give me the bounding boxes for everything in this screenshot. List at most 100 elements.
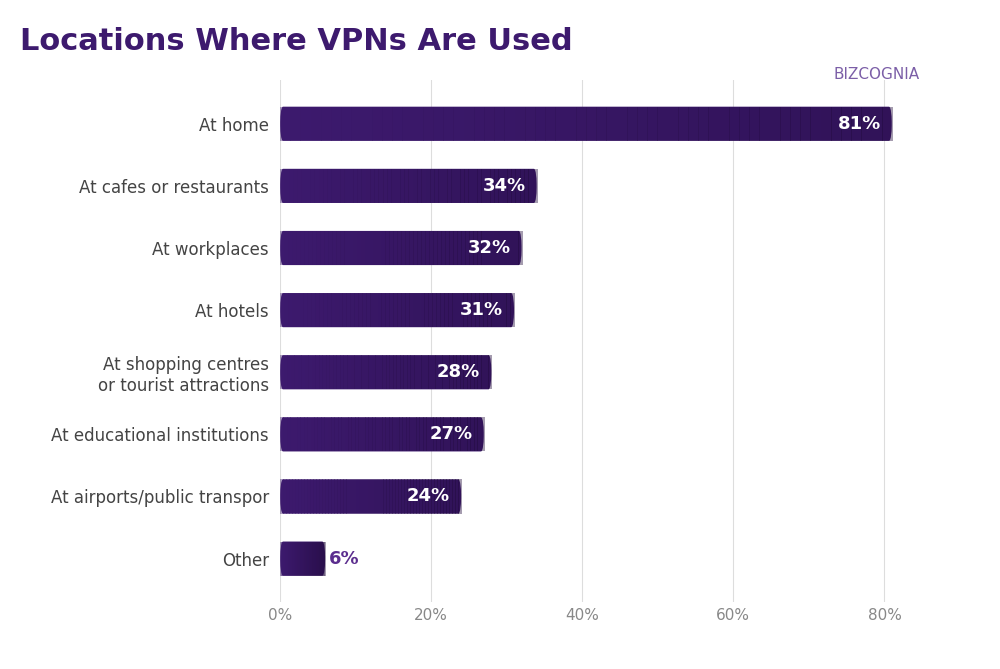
FancyBboxPatch shape xyxy=(293,169,298,203)
FancyBboxPatch shape xyxy=(281,541,282,576)
FancyBboxPatch shape xyxy=(370,169,375,203)
FancyBboxPatch shape xyxy=(810,106,821,141)
FancyBboxPatch shape xyxy=(318,541,319,576)
FancyBboxPatch shape xyxy=(293,541,294,576)
FancyBboxPatch shape xyxy=(295,541,297,576)
FancyBboxPatch shape xyxy=(456,355,461,389)
FancyBboxPatch shape xyxy=(301,355,305,389)
FancyBboxPatch shape xyxy=(729,106,740,141)
FancyBboxPatch shape xyxy=(327,293,332,327)
Text: 32%: 32% xyxy=(467,239,510,257)
FancyBboxPatch shape xyxy=(424,293,429,327)
FancyBboxPatch shape xyxy=(698,106,709,141)
FancyBboxPatch shape xyxy=(474,417,478,452)
FancyBboxPatch shape xyxy=(423,106,434,141)
FancyBboxPatch shape xyxy=(657,106,668,141)
FancyBboxPatch shape xyxy=(324,541,325,576)
FancyBboxPatch shape xyxy=(486,169,491,203)
FancyBboxPatch shape xyxy=(340,169,345,203)
FancyBboxPatch shape xyxy=(374,293,378,327)
FancyBboxPatch shape xyxy=(443,480,447,514)
FancyBboxPatch shape xyxy=(469,231,474,265)
FancyBboxPatch shape xyxy=(426,169,431,203)
FancyBboxPatch shape xyxy=(413,106,424,141)
FancyBboxPatch shape xyxy=(372,417,376,452)
FancyBboxPatch shape xyxy=(294,355,298,389)
FancyBboxPatch shape xyxy=(331,106,342,141)
FancyBboxPatch shape xyxy=(485,355,489,389)
FancyBboxPatch shape xyxy=(280,541,325,576)
FancyBboxPatch shape xyxy=(325,480,329,514)
FancyBboxPatch shape xyxy=(841,106,852,141)
FancyBboxPatch shape xyxy=(288,231,293,265)
FancyBboxPatch shape xyxy=(413,293,417,327)
FancyBboxPatch shape xyxy=(296,541,297,576)
FancyBboxPatch shape xyxy=(351,417,356,452)
FancyBboxPatch shape xyxy=(307,293,312,327)
FancyBboxPatch shape xyxy=(312,355,316,389)
FancyBboxPatch shape xyxy=(280,480,284,514)
FancyBboxPatch shape xyxy=(307,480,311,514)
FancyBboxPatch shape xyxy=(315,541,316,576)
FancyBboxPatch shape xyxy=(419,417,424,452)
FancyBboxPatch shape xyxy=(355,417,359,452)
FancyBboxPatch shape xyxy=(409,417,413,452)
FancyBboxPatch shape xyxy=(296,231,301,265)
FancyBboxPatch shape xyxy=(369,231,373,265)
FancyBboxPatch shape xyxy=(314,169,319,203)
FancyBboxPatch shape xyxy=(345,417,349,452)
FancyBboxPatch shape xyxy=(437,480,441,514)
FancyBboxPatch shape xyxy=(280,169,537,203)
FancyBboxPatch shape xyxy=(407,480,411,514)
FancyBboxPatch shape xyxy=(316,480,320,514)
FancyBboxPatch shape xyxy=(317,541,319,576)
FancyBboxPatch shape xyxy=(340,355,344,389)
FancyBboxPatch shape xyxy=(443,106,454,141)
Text: 34%: 34% xyxy=(482,177,526,195)
FancyBboxPatch shape xyxy=(449,480,453,514)
FancyBboxPatch shape xyxy=(436,417,441,452)
FancyBboxPatch shape xyxy=(425,231,430,265)
FancyBboxPatch shape xyxy=(297,417,301,452)
FancyBboxPatch shape xyxy=(290,106,301,141)
FancyBboxPatch shape xyxy=(344,231,349,265)
FancyBboxPatch shape xyxy=(322,355,327,389)
FancyBboxPatch shape xyxy=(400,169,405,203)
FancyBboxPatch shape xyxy=(380,480,384,514)
FancyBboxPatch shape xyxy=(328,417,332,452)
FancyBboxPatch shape xyxy=(362,480,365,514)
FancyBboxPatch shape xyxy=(430,417,434,452)
FancyBboxPatch shape xyxy=(297,169,302,203)
FancyBboxPatch shape xyxy=(484,106,495,141)
FancyBboxPatch shape xyxy=(300,293,304,327)
FancyBboxPatch shape xyxy=(331,417,335,452)
FancyBboxPatch shape xyxy=(481,417,485,452)
FancyBboxPatch shape xyxy=(386,480,390,514)
FancyBboxPatch shape xyxy=(386,355,390,389)
FancyBboxPatch shape xyxy=(362,417,366,452)
FancyBboxPatch shape xyxy=(477,417,481,452)
FancyBboxPatch shape xyxy=(322,541,323,576)
FancyBboxPatch shape xyxy=(331,293,335,327)
FancyBboxPatch shape xyxy=(290,541,291,576)
FancyBboxPatch shape xyxy=(334,417,339,452)
FancyBboxPatch shape xyxy=(346,480,350,514)
FancyBboxPatch shape xyxy=(481,355,485,389)
FancyBboxPatch shape xyxy=(385,293,390,327)
FancyBboxPatch shape xyxy=(295,480,299,514)
FancyBboxPatch shape xyxy=(400,355,404,389)
FancyBboxPatch shape xyxy=(441,231,446,265)
FancyBboxPatch shape xyxy=(310,541,312,576)
FancyBboxPatch shape xyxy=(353,480,356,514)
FancyBboxPatch shape xyxy=(292,231,297,265)
FancyBboxPatch shape xyxy=(467,417,471,452)
FancyBboxPatch shape xyxy=(304,231,309,265)
FancyBboxPatch shape xyxy=(851,106,862,141)
FancyBboxPatch shape xyxy=(528,169,533,203)
FancyBboxPatch shape xyxy=(341,417,345,452)
FancyBboxPatch shape xyxy=(438,169,443,203)
Text: Locations Where VPNs Are Used: Locations Where VPNs Are Used xyxy=(20,27,573,56)
FancyBboxPatch shape xyxy=(440,293,445,327)
FancyBboxPatch shape xyxy=(349,169,354,203)
FancyBboxPatch shape xyxy=(447,417,451,452)
